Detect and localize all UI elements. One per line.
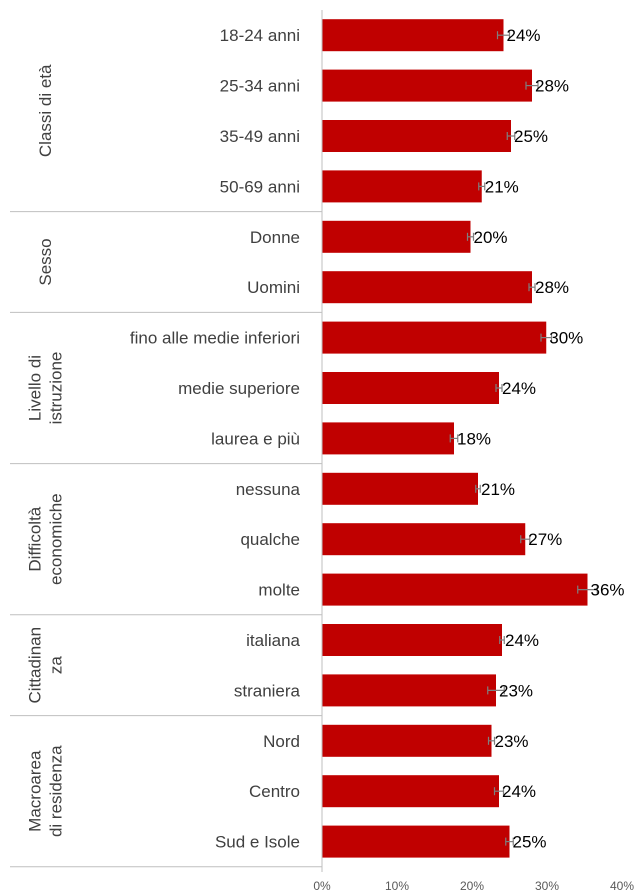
bar xyxy=(322,624,502,656)
category-label: qualche xyxy=(240,530,300,549)
value-label: 27% xyxy=(528,530,562,549)
value-label: 28% xyxy=(535,77,569,96)
group-label: Sesso xyxy=(36,238,55,285)
group-dividers xyxy=(10,211,322,868)
group-label: Difficoltà economiche xyxy=(26,493,66,585)
category-label: Uomini xyxy=(247,278,300,297)
bar xyxy=(322,321,547,354)
group-label: Macroarea di residenza xyxy=(26,745,66,837)
bar xyxy=(322,523,526,556)
category-label: Nord xyxy=(263,732,300,751)
x-tick-label: 40% xyxy=(610,879,634,893)
value-label: 24% xyxy=(502,782,536,801)
value-label: 21% xyxy=(481,480,515,499)
error-bars xyxy=(449,31,598,846)
category-label: nessuna xyxy=(236,480,301,499)
bar xyxy=(322,422,454,455)
value-labels: 24% 28% 25% 21% 20% 28% 30% 24% 18% 21% 27% 36% 24% 2… xyxy=(457,26,625,851)
category-labels: 18-24 anni 25-34 anni 35-49 anni 50-69 anni… xyxy=(130,26,301,851)
bar xyxy=(322,825,510,858)
x-tick-label: 10% xyxy=(385,879,409,893)
category-label: 35-49 anni xyxy=(220,127,300,146)
value-label: 24% xyxy=(502,379,536,398)
bar xyxy=(322,19,504,52)
bar xyxy=(322,170,482,203)
category-label: 50-69 anni xyxy=(220,177,300,196)
bar xyxy=(322,271,532,304)
category-label: molte xyxy=(258,581,300,600)
x-tick-label: 30% xyxy=(535,879,559,893)
bar xyxy=(322,724,492,757)
group-label: Cittadinan za xyxy=(26,627,66,704)
value-label: 20% xyxy=(474,228,508,247)
category-label: laurea e più xyxy=(211,429,300,448)
bar xyxy=(322,372,499,404)
category-label: italiana xyxy=(246,631,300,650)
value-label: 24% xyxy=(505,631,539,650)
group-label: Livello di istruzione xyxy=(26,352,66,425)
value-label: 36% xyxy=(591,581,625,600)
x-tick-label: 0% xyxy=(313,879,331,893)
category-label: 18-24 anni xyxy=(220,26,300,45)
bar xyxy=(322,69,532,102)
value-label: 23% xyxy=(499,681,533,700)
bar xyxy=(322,775,499,808)
bar xyxy=(322,573,588,606)
category-label: fino alle medie inferiori xyxy=(130,329,300,348)
category-label: Sud e Isole xyxy=(215,833,300,852)
category-label: straniera xyxy=(234,681,301,700)
value-label: 23% xyxy=(495,732,529,751)
value-label: 25% xyxy=(513,833,547,852)
bar xyxy=(322,220,471,253)
value-label: 21% xyxy=(485,177,519,196)
value-label: 28% xyxy=(535,278,569,297)
bar xyxy=(322,472,478,505)
value-label: 25% xyxy=(514,127,548,146)
group-label: Classi di età xyxy=(36,64,55,157)
group-labels: Classi di età Sesso Livello di istruzione Di… xyxy=(26,64,66,837)
category-label: medie superiore xyxy=(178,379,300,398)
value-label: 18% xyxy=(457,429,491,448)
bar xyxy=(322,120,511,152)
category-label: Centro xyxy=(249,782,300,801)
value-label: 30% xyxy=(549,329,583,348)
category-label: 25-34 anni xyxy=(220,77,300,96)
bars xyxy=(322,19,588,858)
x-tick-label: 20% xyxy=(460,879,484,893)
category-label: Donne xyxy=(250,228,300,247)
value-label: 24% xyxy=(507,26,541,45)
x-axis-ticks: 0% 10% 20% 30% 40% xyxy=(313,879,634,893)
bar xyxy=(322,674,496,707)
